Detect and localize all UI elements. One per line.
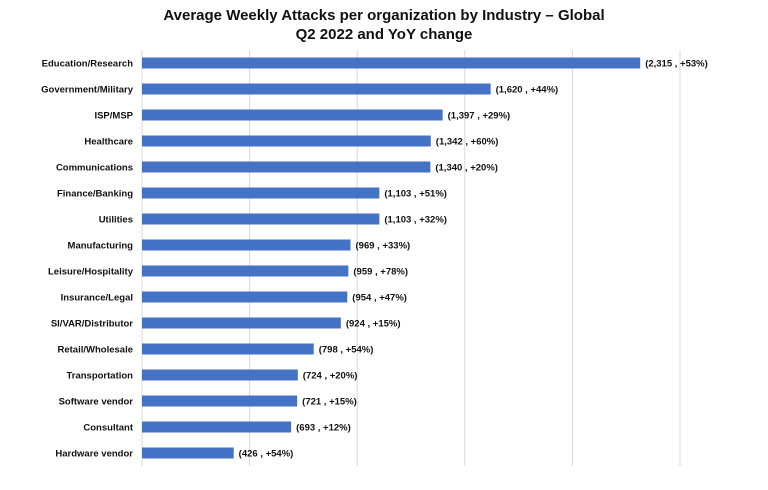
bar bbox=[142, 265, 349, 277]
bar bbox=[142, 57, 641, 69]
chart-subtitle: Q2 2022 and YoY change bbox=[296, 26, 473, 43]
data-label: (924 , +15%) bbox=[346, 319, 401, 330]
bar bbox=[142, 369, 298, 381]
bar bbox=[142, 213, 380, 225]
category-label: Communications bbox=[56, 163, 133, 174]
bar bbox=[142, 317, 341, 329]
data-label: (2,315 , +53%) bbox=[645, 59, 708, 70]
data-label: (1,340 , +20%) bbox=[435, 163, 498, 174]
bar bbox=[142, 187, 380, 199]
data-label: (693 , +12%) bbox=[296, 423, 351, 434]
category-label: Government/Military bbox=[41, 85, 134, 96]
data-label: (1,103 , +32%) bbox=[384, 215, 447, 226]
category-label: Manufacturing bbox=[68, 241, 134, 252]
data-label: (954 , +47%) bbox=[352, 293, 407, 304]
category-label: Insurance/Legal bbox=[61, 293, 133, 304]
bar bbox=[142, 421, 292, 433]
chart-title: Average Weekly Attacks per organization … bbox=[163, 7, 604, 24]
category-label: Education/Research bbox=[42, 59, 134, 70]
bar bbox=[142, 239, 351, 251]
data-label: (798 , +54%) bbox=[319, 345, 374, 356]
data-label: (1,103 , +51%) bbox=[384, 189, 447, 200]
category-label: Software vendor bbox=[59, 397, 134, 408]
bar bbox=[142, 135, 431, 147]
bar bbox=[142, 343, 314, 355]
bar bbox=[142, 161, 431, 173]
data-label: (426 , +54%) bbox=[239, 449, 294, 460]
category-label: SI/VAR/Distributor bbox=[51, 319, 133, 330]
category-label: Healthcare bbox=[84, 137, 133, 148]
data-label: (969 , +33%) bbox=[356, 241, 411, 252]
category-label: Hardware vendor bbox=[55, 449, 133, 460]
bar bbox=[142, 83, 491, 95]
category-label: Consultant bbox=[83, 423, 133, 434]
category-label: Transportation bbox=[66, 371, 133, 382]
bar bbox=[142, 447, 234, 459]
category-label: Retail/Wholesale bbox=[58, 345, 134, 356]
data-label: (959 , +78%) bbox=[353, 267, 408, 278]
category-label: Finance/Banking bbox=[57, 189, 133, 200]
data-label: (1,397 , +29%) bbox=[448, 111, 511, 122]
category-label: ISP/MSP bbox=[94, 111, 133, 122]
category-label: Leisure/Hospitality bbox=[48, 267, 134, 278]
bar bbox=[142, 291, 348, 303]
data-label: (1,342 , +60%) bbox=[436, 137, 499, 148]
data-label: (724 , +20%) bbox=[303, 371, 358, 382]
data-label: (721 , +15%) bbox=[302, 397, 357, 408]
category-label: Utilities bbox=[99, 215, 133, 226]
bar bbox=[142, 395, 298, 407]
bar bbox=[142, 109, 443, 121]
data-label: (1,620 , +44%) bbox=[496, 85, 559, 96]
